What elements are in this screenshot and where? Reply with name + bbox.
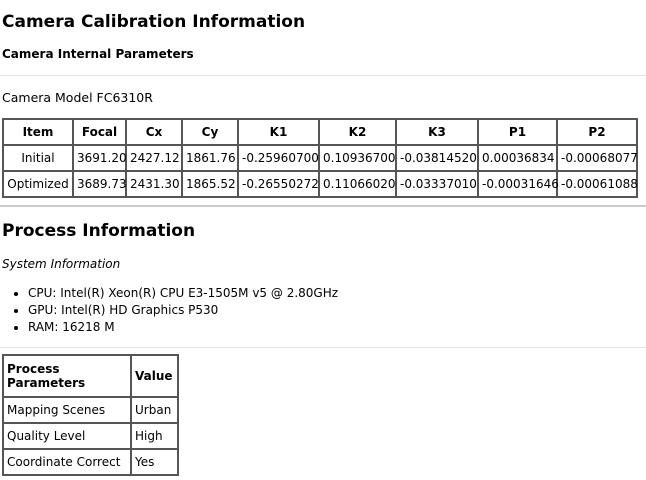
cell: 1861.76 xyxy=(182,145,238,171)
cell: 3691.20 xyxy=(73,145,127,171)
divider xyxy=(0,347,646,348)
cell: -0.03814520 xyxy=(396,145,478,171)
divider xyxy=(0,75,646,76)
cell: Initial xyxy=(3,145,73,171)
cell: Mapping Scenes xyxy=(3,397,131,423)
header-k2: K2 xyxy=(319,119,396,145)
page-title: Camera Calibration Information xyxy=(2,12,306,32)
cell: -0.26550272 xyxy=(238,171,319,197)
table-row: Initial 3691.20 2427.12 1861.76 -0.25960… xyxy=(3,145,638,171)
camera-model: Camera Model FC6310R xyxy=(2,90,153,105)
cell: 3689.73 xyxy=(73,171,127,197)
header-item: Item xyxy=(3,119,73,145)
table-header-row: Item Focal Cx Cy K1 K2 K3 P1 P2 xyxy=(3,119,637,145)
process-parameters-table: Process Parameters Value Mapping Scenes … xyxy=(2,354,179,476)
table-row: Mapping Scenes Urban xyxy=(3,397,178,423)
system-info-heading: System Information xyxy=(2,257,121,271)
table-header-row: Process Parameters Value xyxy=(3,355,178,397)
header-process-parameters: Process Parameters xyxy=(3,355,131,397)
header-value: Value xyxy=(131,355,178,397)
cell: 0.11066020 xyxy=(319,171,396,197)
header-focal: Focal xyxy=(73,119,126,145)
cell: Urban xyxy=(131,397,178,423)
cell: -0.00031646 xyxy=(478,171,559,197)
header-k1: K1 xyxy=(238,119,319,145)
divider xyxy=(0,205,646,207)
cell: -0.03337010 xyxy=(396,171,478,197)
cell: Optimized xyxy=(3,171,73,197)
table-row: Quality Level High xyxy=(3,423,178,449)
system-info-list: CPU: Intel(R) Xeon(R) CPU E3-1505M v5 @ … xyxy=(0,285,338,336)
process-title: Process Information xyxy=(2,221,196,241)
list-item-ram: RAM: 16218 M xyxy=(28,319,338,336)
list-item-gpu: GPU: Intel(R) HD Graphics P530 xyxy=(28,302,338,319)
cell: Yes xyxy=(131,449,178,475)
cell: -0.25960700 xyxy=(238,145,319,171)
cell: 1865.52 xyxy=(182,171,238,197)
cell: High xyxy=(131,423,178,449)
header-cx: Cx xyxy=(126,119,182,145)
calibration-table: Item Focal Cx Cy K1 K2 K3 P1 P2 Initial … xyxy=(2,118,638,198)
table-row: Coordinate Correct Yes xyxy=(3,449,178,475)
cell: Quality Level xyxy=(3,423,131,449)
cell: 2431.30 xyxy=(126,171,182,197)
cell: 2427.12 xyxy=(126,145,182,171)
cell: 0.10936700 xyxy=(319,145,396,171)
header-k3: K3 xyxy=(396,119,478,145)
cell: Coordinate Correct xyxy=(3,449,131,475)
header-cy: Cy xyxy=(182,119,238,145)
internal-params-heading: Camera Internal Parameters xyxy=(2,47,194,61)
list-item-cpu: CPU: Intel(R) Xeon(R) CPU E3-1505M v5 @ … xyxy=(28,285,338,302)
header-p1: P1 xyxy=(478,119,557,145)
cell: -0.00068077 xyxy=(557,145,638,171)
cell: 0.00036834 xyxy=(478,145,557,171)
header-p2: P2 xyxy=(557,119,637,145)
table-row: Optimized 3689.73 2431.30 1865.52 -0.265… xyxy=(3,171,638,197)
cell: -0.00061088 xyxy=(557,171,638,197)
